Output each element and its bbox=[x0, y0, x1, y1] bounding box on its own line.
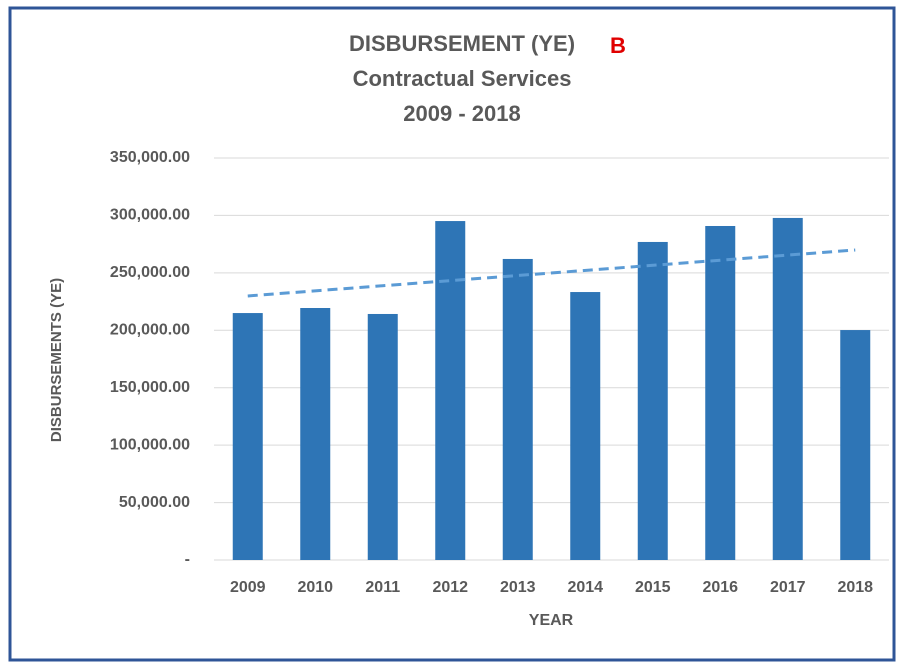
x-tick-label: 2018 bbox=[837, 579, 873, 596]
y-tick-label: - bbox=[185, 551, 190, 568]
y-tick-label: 300,000.00 bbox=[110, 207, 190, 224]
y-tick-label: 200,000.00 bbox=[110, 322, 190, 339]
x-tick-label: 2015 bbox=[635, 579, 671, 596]
bar bbox=[637, 241, 668, 560]
bar bbox=[570, 292, 601, 560]
x-tick-label: 2012 bbox=[432, 579, 468, 596]
y-tick-label: 350,000.00 bbox=[110, 149, 190, 166]
bar bbox=[705, 225, 736, 560]
bar bbox=[232, 313, 263, 560]
bar bbox=[435, 221, 466, 560]
x-tick-label: 2016 bbox=[702, 579, 738, 596]
annotation: B bbox=[610, 33, 626, 58]
trendline bbox=[247, 248, 856, 298]
y-tick-label: 150,000.00 bbox=[110, 379, 190, 396]
y-tick-label: 50,000.00 bbox=[119, 494, 190, 511]
x-tick-label: 2017 bbox=[770, 579, 806, 596]
bar bbox=[300, 308, 331, 560]
y-axis-label: DISBURSEMENTS (YE) bbox=[48, 278, 65, 442]
y-tick-label: 100,000.00 bbox=[110, 436, 190, 453]
chart-subtitle: Contractual Services bbox=[353, 66, 572, 91]
bar bbox=[502, 258, 533, 560]
y-tick-label: 250,000.00 bbox=[110, 264, 190, 281]
x-tick-label: 2010 bbox=[297, 579, 333, 596]
x-axis-label: YEAR bbox=[529, 612, 574, 629]
bar bbox=[367, 313, 398, 560]
chart-subtitle: 2009 - 2018 bbox=[403, 101, 520, 126]
bar bbox=[772, 217, 803, 560]
bar bbox=[840, 330, 871, 560]
x-tick-label: 2013 bbox=[500, 579, 536, 596]
x-tick-label: 2014 bbox=[567, 579, 603, 596]
chart-title: DISBURSEMENT (YE) bbox=[349, 31, 575, 56]
x-tick-label: 2011 bbox=[365, 579, 400, 596]
x-tick-label: 2009 bbox=[230, 579, 266, 596]
